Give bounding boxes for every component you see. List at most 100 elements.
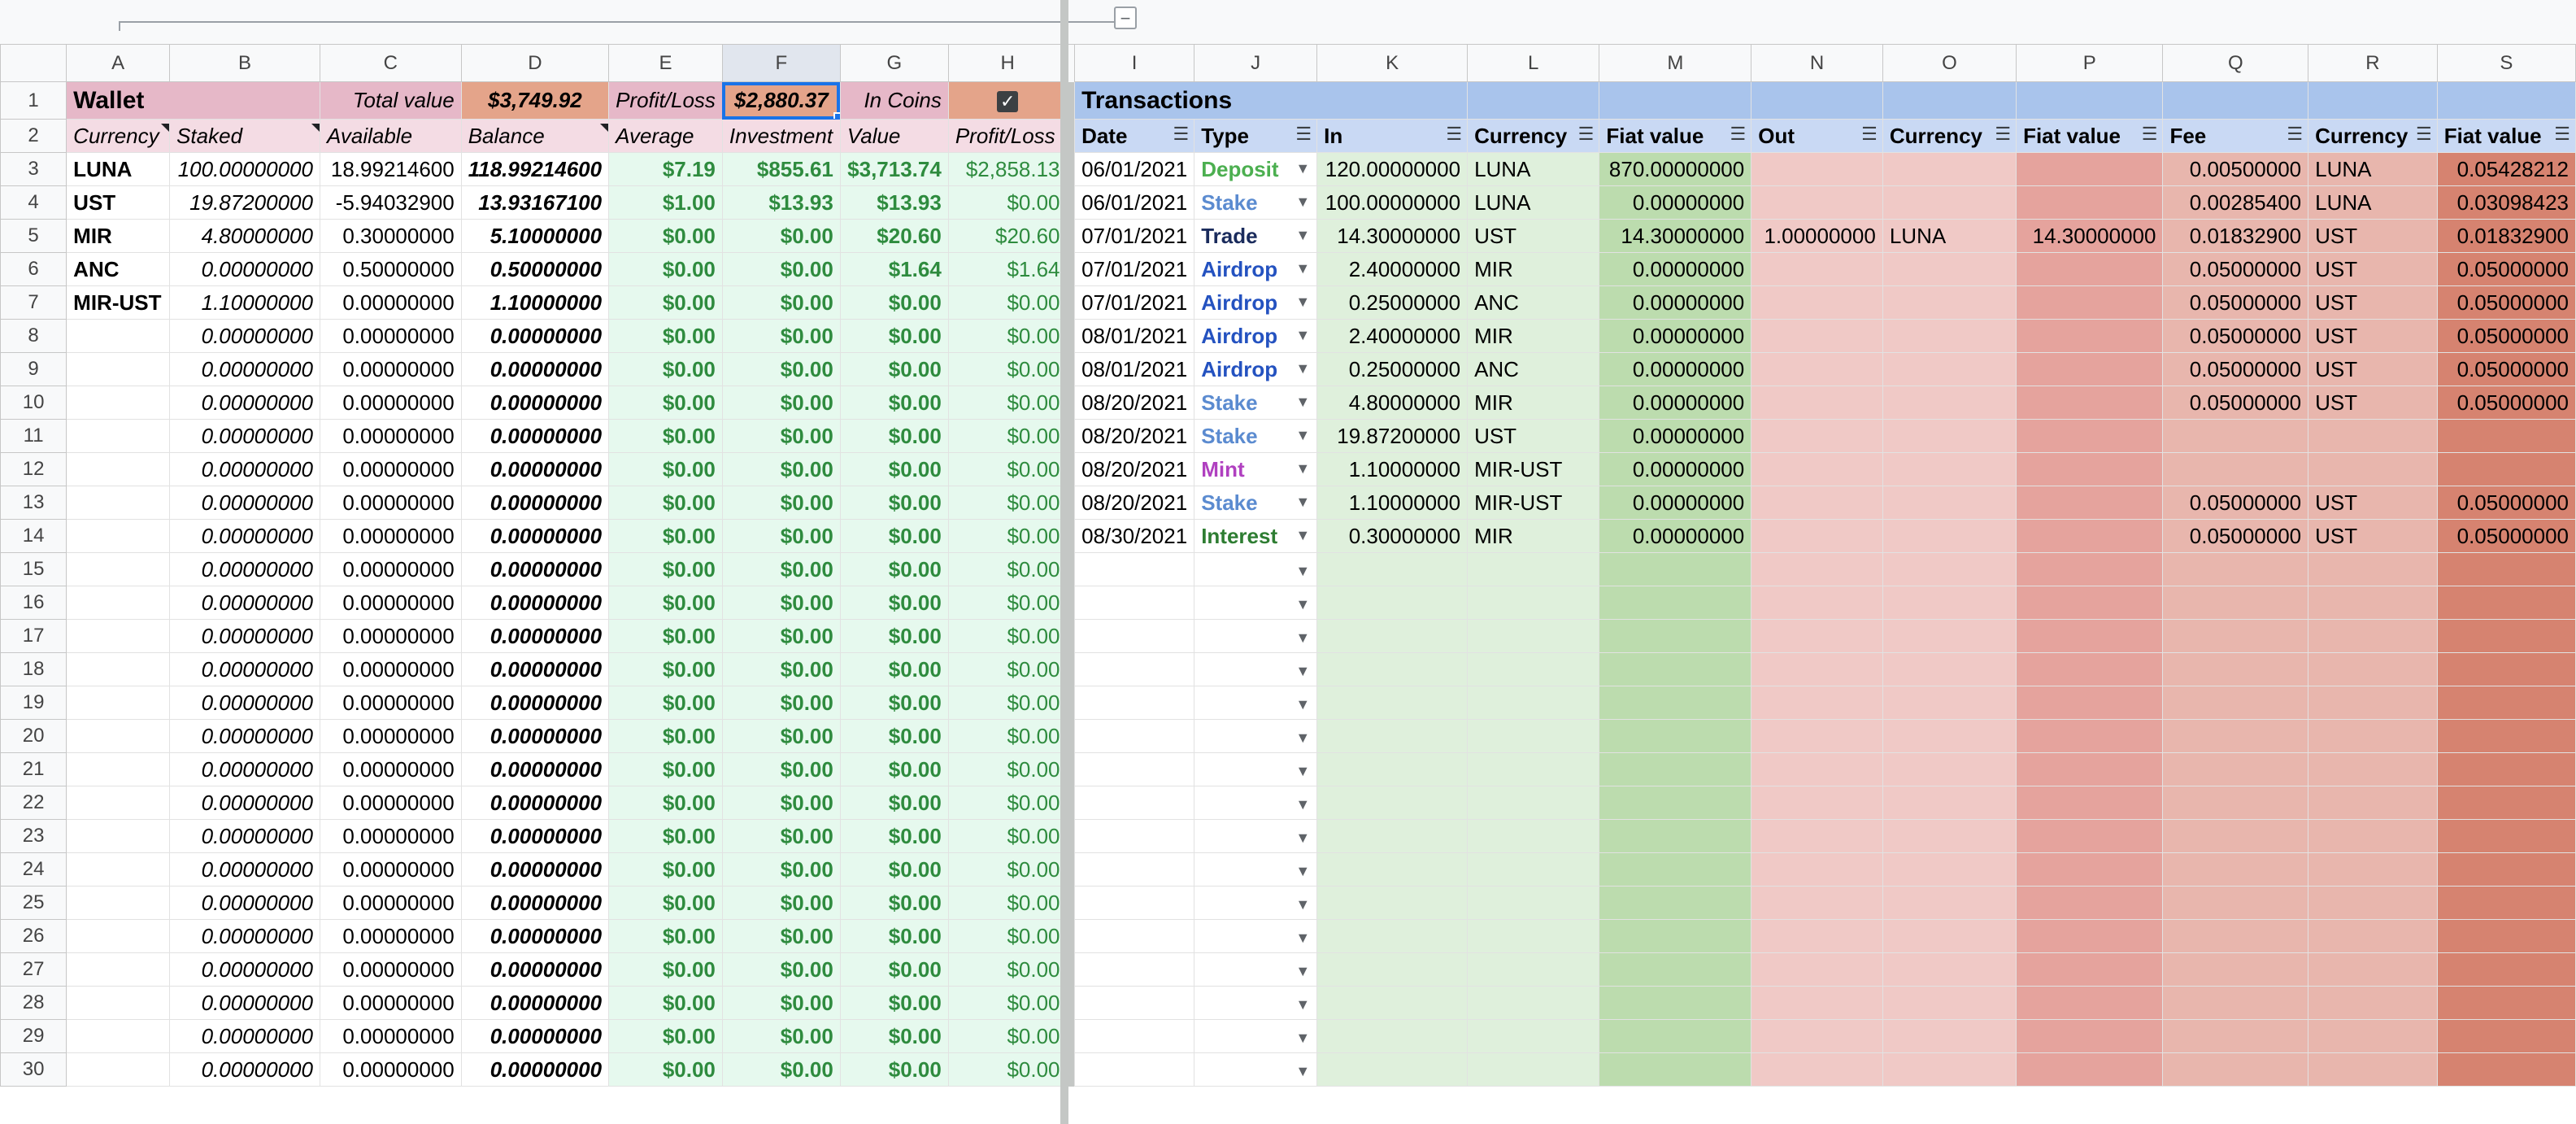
transaction-cell[interactable] <box>1074 586 1195 620</box>
row-number[interactable]: 28 <box>0 986 67 1020</box>
transaction-cell[interactable] <box>1882 819 2017 853</box>
column-header[interactable]: O <box>1882 44 2017 82</box>
transaction-cell[interactable] <box>1751 686 1883 720</box>
transaction-cell[interactable]: LUNA <box>1467 152 1600 186</box>
transaction-cell[interactable] <box>2308 986 2438 1020</box>
dropdown-arrow-icon[interactable]: ▼ <box>1295 193 1311 210</box>
transaction-cell[interactable]: 0.05000000 <box>2162 319 2309 353</box>
transaction-cell[interactable] <box>1751 386 1883 420</box>
wallet-value-cell[interactable]: 0.00000000 <box>319 886 462 920</box>
wallet-value-cell[interactable]: 0.00000000 <box>460 652 610 686</box>
filter-icon[interactable]: ☰ <box>1173 123 1189 144</box>
transaction-cell[interactable] <box>1751 185 1883 220</box>
transaction-cell[interactable] <box>2436 952 2576 987</box>
wallet-value-cell[interactable]: $0.00 <box>608 819 723 853</box>
wallet-value-cell[interactable]: 0.00000000 <box>319 319 462 353</box>
transaction-cell[interactable]: UST <box>2308 219 2438 253</box>
wallet-value-cell[interactable]: $0.00 <box>721 886 841 920</box>
wallet-value-cell[interactable]: $0.00 <box>947 852 1068 887</box>
wallet-value-cell[interactable]: $13.93 <box>721 185 841 220</box>
wallet-value-cell[interactable]: 0.00000000 <box>319 386 462 420</box>
transaction-cell[interactable] <box>2016 686 2164 720</box>
wallet-value-cell[interactable]: $0.00 <box>721 486 841 520</box>
wallet-value-cell[interactable]: $0.00 <box>839 352 949 386</box>
transactions-header-cell[interactable]: ☰ Fee <box>2162 119 2309 153</box>
transaction-cell[interactable] <box>1074 986 1195 1020</box>
transaction-cell[interactable] <box>2016 1052 2164 1087</box>
transaction-cell[interactable] <box>2308 619 2438 653</box>
transaction-cell[interactable] <box>1316 686 1469 720</box>
column-header[interactable]: J <box>1194 44 1318 82</box>
wallet-value-cell[interactable]: $0.00 <box>839 419 949 453</box>
transaction-cell[interactable]: UST <box>2308 386 2438 420</box>
transaction-cell[interactable]: 0.00000000 <box>1599 285 1752 320</box>
wallet-value-cell[interactable]: $0.00 <box>839 386 949 420</box>
transaction-cell[interactable] <box>2162 652 2309 686</box>
transaction-cell[interactable] <box>2016 452 2164 486</box>
transaction-cell[interactable] <box>2308 886 2438 920</box>
wallet-value-cell[interactable]: 0.00000000 <box>319 952 462 987</box>
transaction-cell[interactable] <box>2016 486 2164 520</box>
transaction-cell[interactable]: ▼ Mint <box>1194 452 1318 486</box>
wallet-value-cell[interactable]: $0.00 <box>839 285 949 320</box>
wallet-value-cell[interactable]: 0.00000000 <box>460 486 610 520</box>
transaction-cell[interactable] <box>2162 952 2309 987</box>
transaction-cell[interactable] <box>1751 619 1883 653</box>
dropdown-arrow-icon[interactable]: ▼ <box>1295 493 1311 510</box>
transaction-cell[interactable] <box>1316 652 1469 686</box>
transaction-cell[interactable]: 0.01832900 <box>2162 219 2309 253</box>
dropdown-arrow-icon[interactable]: ▼ <box>1295 729 1311 746</box>
wallet-currency-cell[interactable] <box>66 719 171 753</box>
wallet-value-cell[interactable]: $0.00 <box>839 586 949 620</box>
wallet-value-cell[interactable]: 0.00000000 <box>169 686 320 720</box>
row-number[interactable]: 6 <box>0 252 67 286</box>
transaction-cell[interactable] <box>1316 786 1469 820</box>
transaction-cell[interactable] <box>2016 386 2164 420</box>
transaction-cell[interactable]: ANC <box>1467 285 1600 320</box>
wallet-value-cell[interactable]: 0.00000000 <box>169 619 320 653</box>
transaction-cell[interactable] <box>1599 852 1752 887</box>
transaction-cell[interactable] <box>2436 986 2576 1020</box>
wallet-value-cell[interactable]: 0.00000000 <box>169 452 320 486</box>
wallet-value-cell[interactable]: 0.00000000 <box>169 1019 320 1053</box>
transaction-cell[interactable] <box>1467 819 1600 853</box>
wallet-value-cell[interactable]: 0.00000000 <box>460 1052 610 1087</box>
transaction-cell[interactable] <box>2162 819 2309 853</box>
transaction-cell[interactable]: 0.05000000 <box>2162 386 2309 420</box>
transaction-cell[interactable] <box>2436 419 2576 453</box>
wallet-value-cell[interactable]: 0.00000000 <box>319 285 462 320</box>
wallet-value-cell[interactable]: 0.00000000 <box>319 552 462 586</box>
transaction-cell[interactable] <box>2016 986 2164 1020</box>
row-number[interactable]: 21 <box>0 752 67 786</box>
transactions-header-cell[interactable]: ☰ Fiat value <box>2016 119 2164 153</box>
dropdown-arrow-icon[interactable]: ▼ <box>1295 326 1311 343</box>
row-number[interactable]: 1 <box>0 81 67 120</box>
transaction-cell[interactable]: 120.00000000 <box>1316 152 1469 186</box>
wallet-value-cell[interactable]: $0.00 <box>608 952 723 987</box>
transaction-cell[interactable]: 1.10000000 <box>1316 452 1469 486</box>
transaction-cell[interactable]: ▼ <box>1194 686 1318 720</box>
transaction-cell[interactable] <box>1751 886 1883 920</box>
transaction-cell[interactable] <box>2016 719 2164 753</box>
wallet-value-cell[interactable]: $0.00 <box>839 786 949 820</box>
transaction-cell[interactable]: ▼ <box>1194 886 1318 920</box>
transaction-cell[interactable] <box>1751 452 1883 486</box>
row-number[interactable]: 8 <box>0 319 67 353</box>
dropdown-arrow-icon[interactable]: ▼ <box>1295 259 1311 277</box>
wallet-value-cell[interactable]: 0.00000000 <box>460 952 610 987</box>
row-number[interactable]: 12 <box>0 452 67 486</box>
wallet-value-cell[interactable]: $0.00 <box>721 952 841 987</box>
transaction-cell[interactable]: ▼ <box>1194 852 1318 887</box>
column-header[interactable]: E <box>608 44 723 82</box>
transaction-cell[interactable] <box>1751 586 1883 620</box>
transaction-cell[interactable]: 0.05000000 <box>2436 386 2576 420</box>
transaction-cell[interactable]: 0.25000000 <box>1316 285 1469 320</box>
column-header[interactable]: N <box>1751 44 1883 82</box>
wallet-value-cell[interactable]: $0.00 <box>947 786 1068 820</box>
dropdown-arrow-icon[interactable]: ▼ <box>1295 629 1311 646</box>
transaction-cell[interactable] <box>1751 419 1883 453</box>
column-header[interactable]: Q <box>2162 44 2309 82</box>
column-header[interactable]: P <box>2016 44 2164 82</box>
wallet-value-cell[interactable]: 0.00000000 <box>460 786 610 820</box>
transaction-cell[interactable] <box>1316 552 1469 586</box>
